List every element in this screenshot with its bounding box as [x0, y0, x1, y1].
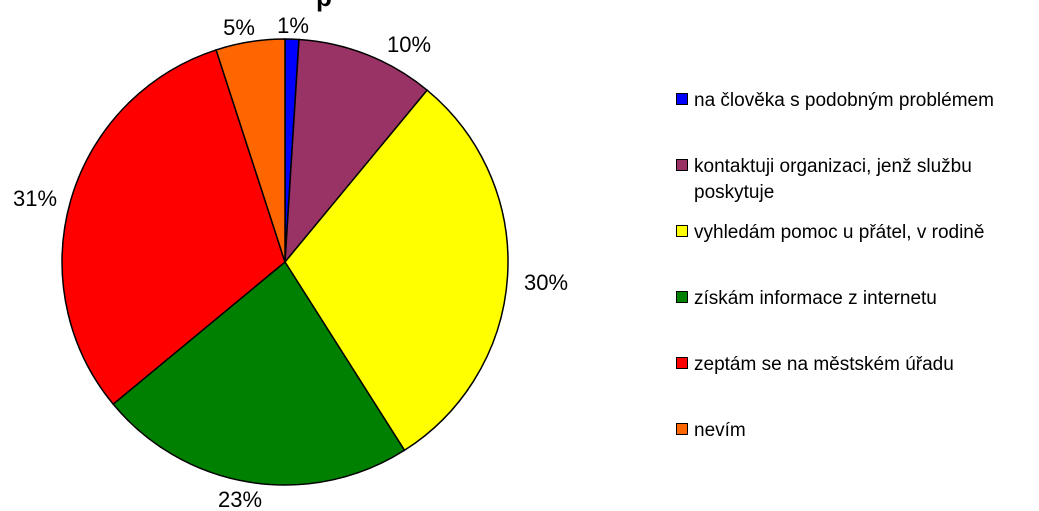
data-label-2: 10%	[387, 32, 431, 57]
legend-item: vyhledám pomoc u přátel, v rodině	[676, 220, 1036, 246]
legend-swatch	[676, 225, 688, 237]
legend-item: na člověka s podobným problémem	[676, 88, 1036, 114]
pie-slice-3	[284, 89, 509, 452]
legend-item: získám informace z internetu	[676, 286, 1036, 312]
pie-slice-2	[284, 38, 429, 265]
legend-label: nevím	[694, 420, 746, 441]
legend-label: na člověka s podobným problémem	[694, 90, 994, 111]
legend-label: zeptám se na městském úřadu	[694, 354, 954, 375]
pie-slice-6	[215, 38, 286, 263]
data-label-6: 5%	[223, 15, 255, 40]
legend-swatch	[676, 423, 688, 435]
legend-label: kontaktuji organizaci, jenž službu posky…	[694, 156, 972, 203]
pie-slice-5	[61, 48, 286, 406]
legend-item: nevím	[676, 418, 1036, 444]
data-label-4: 23%	[218, 487, 262, 511]
legend-item: kontaktuji organizaci, jenž službu posky…	[676, 154, 1036, 206]
data-label-3: 30%	[524, 270, 568, 295]
legend-swatch	[676, 93, 688, 105]
pie-slice-4	[112, 260, 406, 486]
legend-swatch	[676, 357, 688, 369]
legend-label: získám informace z internetu	[694, 288, 937, 309]
legend-label: vyhledám pomoc u přátel, v rodině	[694, 222, 985, 243]
legend-swatch	[676, 159, 688, 171]
chart-title-fragment: p	[316, 0, 332, 12]
data-label-5: 31%	[13, 186, 57, 211]
legend-swatch	[676, 291, 688, 303]
legend-item: zeptám se na městském úřadu	[676, 352, 1036, 378]
data-label-1: 1%	[277, 13, 309, 38]
